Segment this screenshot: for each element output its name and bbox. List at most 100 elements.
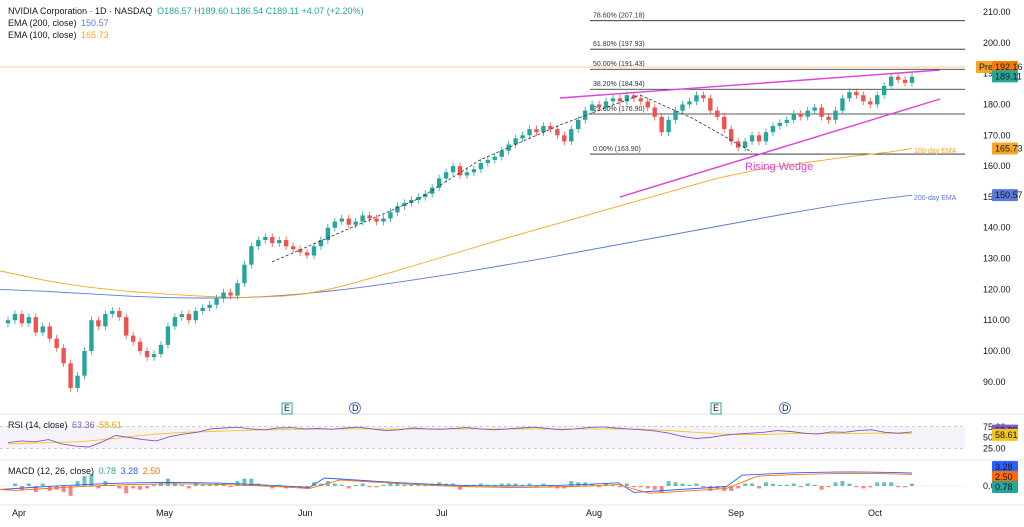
candle-body	[360, 215, 365, 222]
candle-body	[137, 341, 143, 352]
price-tick-label: 140.00	[983, 223, 1011, 233]
wedge-lower-line	[619, 98, 941, 198]
candle-body	[763, 132, 769, 142]
macd-hist-bar	[89, 473, 94, 486]
candle-body	[416, 196, 421, 200]
candle-body	[200, 307, 205, 311]
candle-body	[221, 292, 226, 299]
macd-hist-bar	[680, 483, 685, 486]
macd-hist-bar	[597, 486, 602, 488]
month-label-may: May	[156, 508, 174, 518]
event-marker-shape-2	[710, 402, 722, 415]
macd-histogram	[12, 473, 914, 496]
macd-hist-bar	[889, 482, 894, 486]
macd-hist-bar	[610, 484, 615, 486]
macd-hist-bar	[458, 486, 462, 490]
candle-body	[722, 116, 727, 130]
rsi-line	[7, 426, 913, 448]
macd-hist-bar	[339, 484, 344, 486]
candle-body	[715, 110, 720, 117]
candle-body	[110, 310, 115, 315]
candle-body	[833, 110, 838, 120]
legend-ema200: EMA (200, close) 150.57	[8, 18, 109, 29]
legend-rsi: RSI (14, close) 63.36 58.61	[8, 420, 122, 431]
candle-body	[249, 246, 254, 265]
macd-line	[0, 471, 913, 493]
candle-body	[297, 249, 303, 253]
candle-body	[902, 79, 908, 83]
ema200-value: 150.57	[81, 18, 109, 28]
candle-body	[687, 101, 692, 105]
macd-hist-bar	[868, 486, 873, 488]
last-price-tag: 189.11	[995, 71, 1022, 81]
candle-body	[117, 310, 122, 318]
macd-hist-bar	[805, 483, 810, 486]
candle-body	[652, 107, 657, 117]
candle-body	[332, 221, 338, 228]
ema200-line	[0, 194, 913, 299]
candle-body	[541, 126, 546, 133]
price-tick-label: 110.00	[983, 315, 1010, 325]
rsi-label: RSI (14, close)	[8, 420, 68, 430]
macd-hist-bar	[770, 483, 775, 486]
price-tick-label: 160.00	[983, 161, 1011, 171]
dashed-trend	[271, 94, 753, 263]
candle-body	[457, 166, 463, 176]
candle-body	[861, 95, 866, 102]
candle-body	[165, 326, 171, 345]
symbol-name: NVIDIA Corporation · 1D · NASDAQ	[8, 6, 153, 16]
macd-signal-value: 2.50	[142, 466, 161, 476]
macd-hist-bar	[701, 486, 706, 488]
macd-hist-bar	[541, 483, 546, 486]
rsi-ma-tag-bg	[992, 428, 1018, 441]
candle-body	[729, 129, 734, 142]
month-label-oct: Oct	[868, 508, 883, 518]
macd-hist-bar	[388, 483, 393, 486]
macd-hist-bar	[736, 486, 741, 489]
macd-hist-bar	[763, 482, 768, 486]
candle-body	[40, 326, 45, 333]
candle-body	[548, 126, 553, 130]
candle-body	[130, 335, 136, 342]
macd-hist-bar	[499, 483, 504, 486]
rsi-tick-25: 25.00	[983, 443, 1006, 453]
macd-hist-bar	[819, 486, 824, 490]
price-tick-label: 180.00	[983, 99, 1011, 109]
candle-body	[179, 314, 185, 318]
candle-body	[659, 116, 664, 133]
candle-body	[270, 236, 275, 244]
candle-body	[701, 95, 706, 99]
macd-hist-bar	[409, 484, 414, 486]
pre-label-tag: Pre	[979, 62, 993, 72]
candle-body	[527, 129, 532, 136]
macd-hist-bar	[854, 486, 859, 488]
candle-body	[694, 95, 699, 102]
macd-hist-bar	[652, 486, 657, 490]
candle-body	[207, 304, 212, 308]
candle-body	[881, 85, 887, 96]
macd-hist-bar	[332, 483, 337, 486]
pre-value-tag-bg	[992, 60, 1018, 73]
macd-hist-bar	[430, 483, 435, 486]
legend-macd: MACD (12, 26, close) 0.78 3.28 2.50	[8, 466, 160, 477]
candle-body	[423, 193, 428, 197]
macd-hist-bar	[138, 486, 143, 490]
candle-body	[569, 129, 574, 142]
candle-body	[353, 221, 358, 225]
macd-hist-bar	[617, 486, 622, 488]
event-marker-3: D	[782, 403, 789, 413]
candle-body	[610, 98, 616, 102]
macd-line-value: 3.28	[120, 466, 139, 476]
macd-hist-bar	[666, 481, 671, 486]
candle-body	[290, 246, 296, 250]
macd-hist-bar	[40, 483, 45, 486]
candle-body	[638, 98, 643, 102]
macd-hist-bar	[673, 482, 678, 486]
price-tick-label: 90.00	[983, 377, 1006, 387]
candle-body	[868, 101, 873, 105]
pre-value-tag: 192.16	[995, 62, 1023, 72]
candle-body	[708, 98, 713, 111]
candle-body	[492, 156, 497, 160]
candle-body	[395, 206, 400, 213]
macd-hist-bar	[75, 481, 80, 486]
